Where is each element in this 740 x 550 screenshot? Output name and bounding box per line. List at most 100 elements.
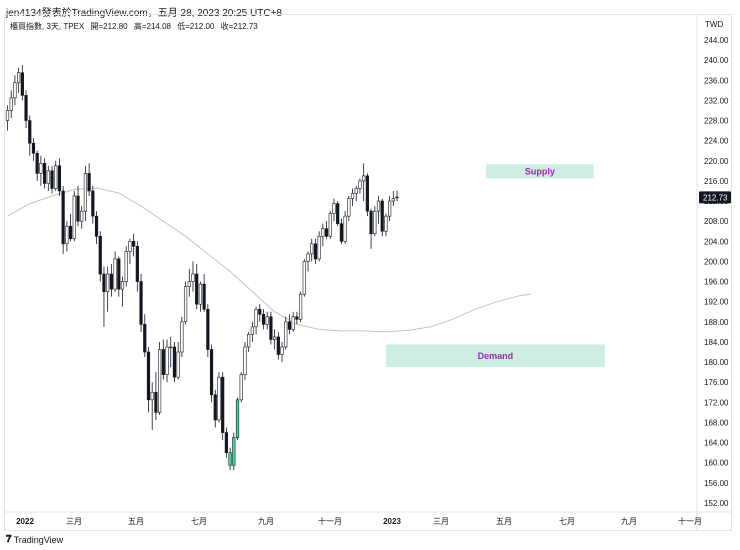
candle[interactable]: [313, 238, 318, 264]
candle[interactable]: [239, 372, 243, 403]
candle[interactable]: [109, 263, 113, 297]
candle[interactable]: [117, 256, 121, 297]
candle[interactable]: [120, 276, 125, 307]
candle[interactable]: [39, 155, 43, 186]
candle[interactable]: [57, 158, 62, 197]
candle[interactable]: [169, 336, 173, 368]
candle[interactable]: [80, 206, 84, 229]
candle[interactable]: [388, 196, 392, 222]
candle[interactable]: [143, 314, 147, 358]
candle[interactable]: [150, 382, 154, 431]
candle[interactable]: [172, 341, 177, 383]
candle[interactable]: [135, 241, 139, 292]
candle[interactable]: [384, 213, 388, 237]
candle[interactable]: [310, 238, 314, 262]
candle[interactable]: [191, 261, 195, 292]
candle[interactable]: [54, 160, 58, 191]
candle[interactable]: [28, 115, 32, 156]
candle[interactable]: [31, 138, 36, 161]
candle[interactable]: [287, 314, 292, 335]
candle[interactable]: [187, 268, 191, 297]
candle[interactable]: [113, 251, 117, 292]
candle[interactable]: [235, 397, 240, 441]
candle[interactable]: [68, 213, 73, 242]
candle[interactable]: [261, 309, 266, 330]
candle[interactable]: [362, 163, 366, 202]
candle[interactable]: [369, 208, 373, 249]
candle[interactable]: [354, 185, 358, 202]
candle[interactable]: [395, 190, 399, 202]
candle[interactable]: [291, 311, 295, 332]
candle[interactable]: [124, 246, 128, 287]
candle[interactable]: [213, 389, 217, 428]
candle[interactable]: [102, 266, 106, 327]
candle[interactable]: [321, 223, 325, 247]
candle[interactable]: [161, 339, 165, 380]
candle[interactable]: [209, 344, 214, 403]
candle[interactable]: [198, 281, 203, 312]
candle[interactable]: [232, 432, 236, 471]
candle[interactable]: [343, 211, 347, 244]
candle[interactable]: [336, 201, 340, 227]
candle[interactable]: [221, 372, 225, 441]
candle[interactable]: [20, 65, 24, 101]
candle[interactable]: [139, 274, 143, 332]
candle[interactable]: [295, 311, 299, 325]
candle[interactable]: [365, 173, 369, 217]
candle[interactable]: [247, 331, 251, 353]
candle[interactable]: [146, 346, 151, 413]
candle[interactable]: [165, 339, 169, 383]
candle[interactable]: [158, 341, 162, 415]
candle[interactable]: [132, 233, 136, 257]
candle[interactable]: [183, 281, 188, 325]
candle[interactable]: [195, 263, 199, 310]
candle[interactable]: [24, 90, 28, 129]
candle[interactable]: [243, 341, 247, 380]
candle[interactable]: [72, 190, 76, 242]
candle[interactable]: [324, 221, 329, 239]
candle[interactable]: [5, 105, 10, 131]
candle[interactable]: [339, 218, 344, 244]
candle[interactable]: [328, 211, 332, 239]
candle[interactable]: [332, 198, 336, 222]
candle[interactable]: [61, 185, 65, 254]
candle[interactable]: [302, 258, 306, 297]
candle[interactable]: [228, 447, 232, 471]
candle[interactable]: [128, 238, 132, 264]
footer-brand[interactable]: 𝟕 TradingView: [6, 534, 63, 545]
candle[interactable]: [258, 304, 262, 322]
candle[interactable]: [180, 316, 184, 358]
candle[interactable]: [265, 311, 269, 330]
candle[interactable]: [280, 341, 284, 363]
candle[interactable]: [83, 165, 88, 222]
candle[interactable]: [98, 231, 102, 282]
candle[interactable]: [46, 165, 50, 191]
candle[interactable]: [65, 221, 69, 252]
candle[interactable]: [350, 188, 355, 207]
candle[interactable]: [250, 321, 254, 342]
candle[interactable]: [9, 90, 13, 119]
candle[interactable]: [50, 165, 54, 194]
candle[interactable]: [224, 427, 228, 458]
candle[interactable]: [154, 372, 158, 420]
candle[interactable]: [217, 372, 221, 423]
candle[interactable]: [202, 274, 206, 312]
candle[interactable]: [306, 251, 310, 272]
candle[interactable]: [273, 329, 277, 350]
candle[interactable]: [284, 316, 288, 350]
candle[interactable]: [35, 150, 39, 181]
candle[interactable]: [87, 163, 91, 197]
candle[interactable]: [317, 231, 321, 262]
candle[interactable]: [13, 75, 17, 106]
candle[interactable]: [298, 291, 303, 322]
candle[interactable]: [269, 311, 273, 345]
candle[interactable]: [42, 158, 47, 189]
candle[interactable]: [91, 185, 95, 224]
candle[interactable]: [94, 211, 99, 244]
symbol-name[interactable]: 櫃買指數, 3天, TPEX: [10, 22, 85, 31]
candle[interactable]: [17, 67, 21, 93]
candle[interactable]: [358, 178, 362, 194]
candle[interactable]: [254, 306, 258, 335]
candle[interactable]: [76, 185, 80, 227]
